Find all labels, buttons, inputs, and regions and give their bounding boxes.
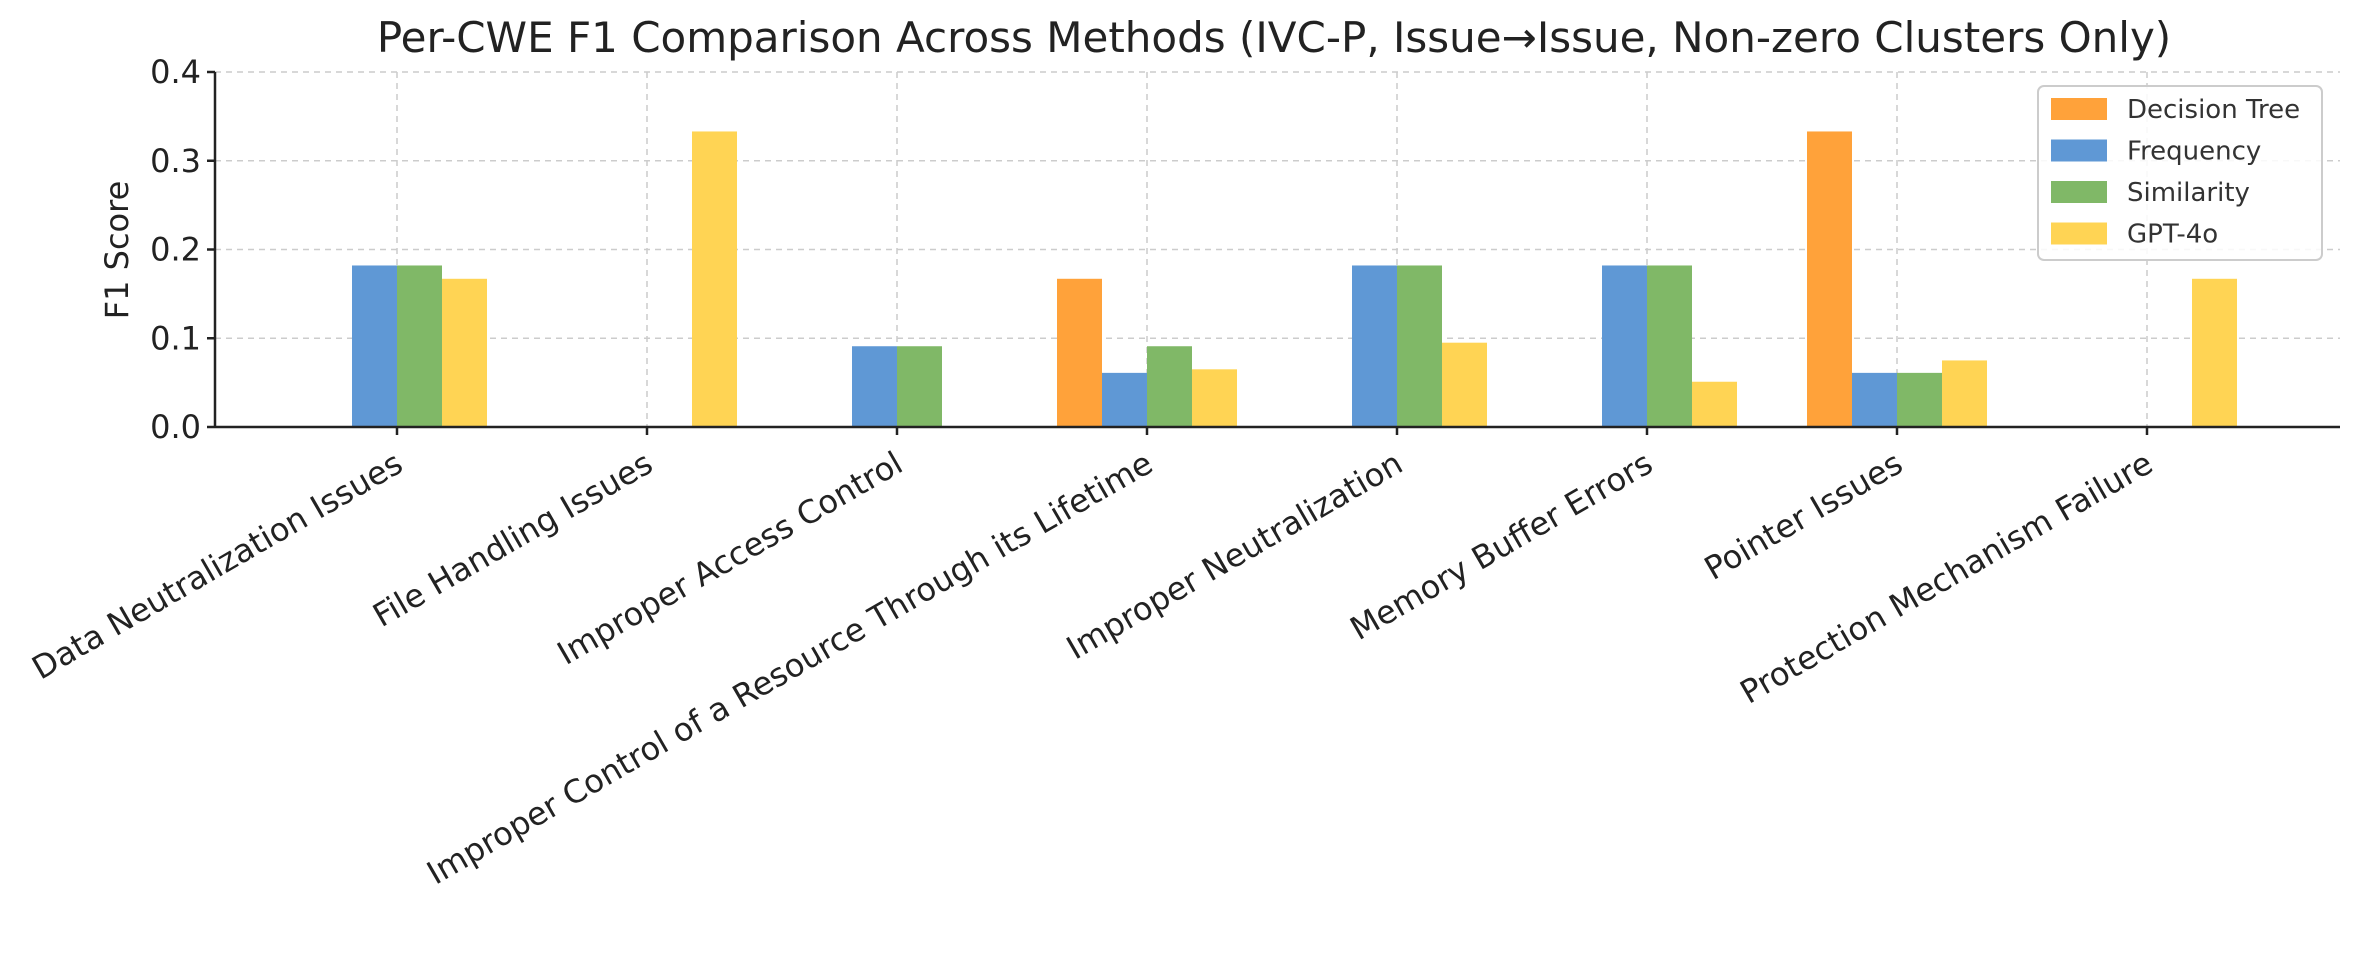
grid-lines: [215, 71, 2340, 427]
chart-title: Per-CWE F1 Comparison Across Methods (IV…: [377, 13, 2171, 62]
y-axis-label: F1 Score: [98, 181, 136, 320]
legend-label: Similarity: [2127, 178, 2250, 208]
y-tick-label: 0.1: [150, 319, 201, 357]
bar-frequency: [1602, 265, 1647, 427]
bar-similarity: [397, 265, 442, 427]
x-tick-label: Protection Mechanism Failure: [1734, 444, 2159, 712]
y-tick-label: 0.3: [150, 142, 201, 180]
bar-frequency: [352, 265, 397, 427]
y-tick-label: 0.2: [150, 231, 201, 269]
legend-label: GPT-4o: [2127, 220, 2218, 250]
legend-label: Frequency: [2127, 137, 2261, 167]
bar-similarity: [897, 346, 942, 427]
legend-swatch: [2051, 98, 2107, 120]
bar-gpt-4o: [1692, 381, 1737, 427]
y-tick-label: 0.4: [150, 53, 201, 91]
x-tick-label: Pointer Issues: [1698, 444, 1909, 588]
axes: [207, 70, 2340, 435]
bar-similarity: [1397, 265, 1442, 427]
bar-decision-tree: [1807, 131, 1852, 427]
legend-swatch: [2051, 139, 2107, 162]
legend-box: [2037, 85, 2323, 261]
bar-gpt-4o: [692, 131, 737, 427]
bar-frequency: [1102, 372, 1147, 427]
bar-similarity: [1147, 346, 1192, 427]
x-tick-label: Data Neutralization Issues: [26, 444, 409, 687]
bar-similarity: [1647, 265, 1692, 427]
bar-frequency: [1352, 265, 1397, 427]
bar-gpt-4o: [1192, 369, 1237, 427]
bar-frequency: [1852, 372, 1897, 427]
bar-decision-tree: [1057, 278, 1102, 427]
bar-similarity: [1897, 372, 1942, 427]
bar-gpt-4o: [1942, 360, 1987, 427]
bars: [352, 131, 2237, 427]
bar-gpt-4o: [442, 278, 487, 427]
legend-swatch: [2051, 181, 2107, 203]
bar-gpt-4o: [2192, 278, 2237, 427]
bar-gpt-4o: [1442, 342, 1487, 427]
legend-label: Decision Tree: [2127, 95, 2300, 125]
bar-frequency: [852, 346, 897, 427]
legend-swatch: [2051, 222, 2107, 245]
y-tick-label: 0.0: [150, 408, 201, 446]
legend: Decision Tree Frequency Similarity GPT-4o: [2037, 85, 2323, 261]
